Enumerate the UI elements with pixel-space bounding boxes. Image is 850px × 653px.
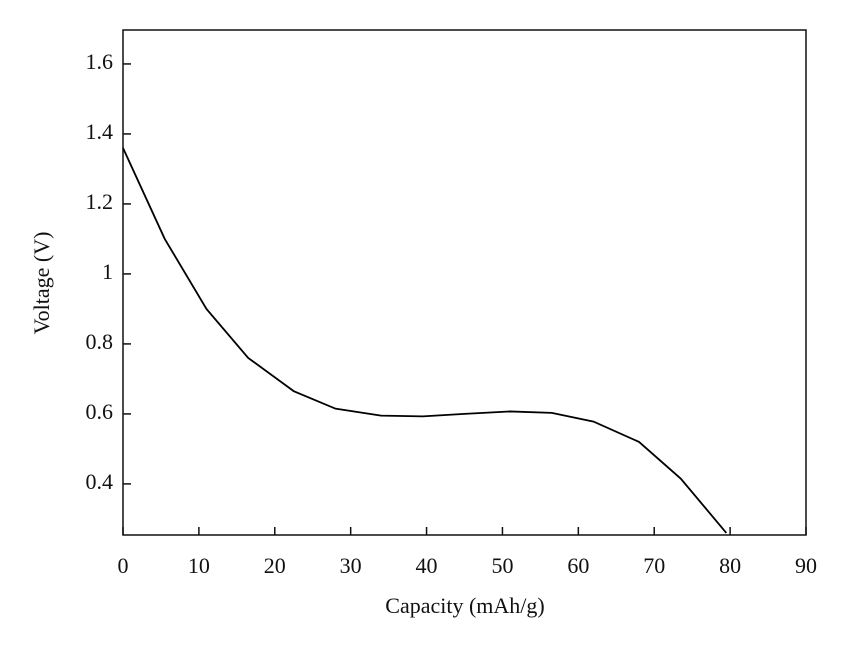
y-tick-label: 0.8 — [86, 329, 114, 354]
y-tick-label: 1.2 — [86, 189, 114, 214]
x-tick-label: 50 — [491, 553, 513, 578]
y-tick-label: 0.6 — [86, 399, 114, 424]
x-tick-label: 10 — [188, 553, 210, 578]
x-tick-label: 70 — [643, 553, 665, 578]
x-tick-label: 80 — [719, 553, 741, 578]
x-axis-label: Capacity (mAh/g) — [385, 593, 544, 618]
y-tick-label: 1 — [102, 259, 113, 284]
y-tick-label: 1.4 — [86, 119, 114, 144]
y-tick-label: 0.4 — [86, 469, 114, 494]
x-tick-label: 20 — [264, 553, 286, 578]
plot-frame — [122, 29, 807, 536]
y-tick-label: 1.6 — [86, 49, 114, 74]
y-axis-label: Voltage (V) — [29, 232, 54, 335]
x-tick-label: 90 — [795, 553, 817, 578]
x-tick-label: 0 — [118, 553, 129, 578]
x-tick-label: 30 — [340, 553, 362, 578]
x-tick-label: 40 — [416, 553, 438, 578]
data-line — [122, 147, 728, 534]
x-tick-label: 60 — [567, 553, 589, 578]
